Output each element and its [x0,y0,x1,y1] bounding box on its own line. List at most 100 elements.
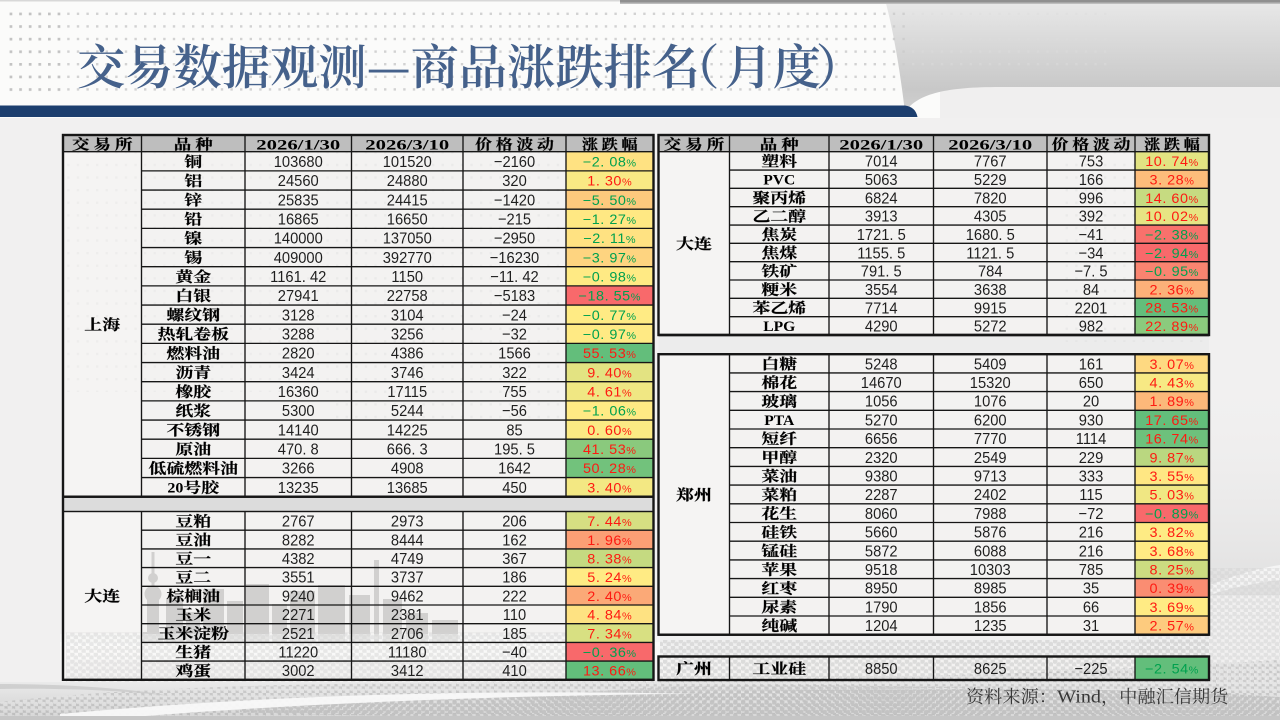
svg-text:9. 40%: 9. 40% [587,365,632,381]
svg-text:11220: 11220 [278,644,318,662]
svg-text:410: 410 [502,663,527,681]
svg-text:3. 68%: 3. 68% [1150,543,1195,559]
svg-text:−2. 54%: −2. 54% [1145,661,1199,677]
svg-text:2767: 2767 [282,513,315,531]
svg-text:470. 8: 470. 8 [278,441,319,459]
svg-text:16865: 16865 [278,211,319,229]
svg-text:1. 89%: 1. 89% [1150,394,1195,410]
svg-text:7988: 7988 [974,505,1007,523]
svg-text:3746: 3746 [391,364,424,382]
svg-text:1150: 1150 [391,269,423,287]
svg-text:2706: 2706 [391,625,424,643]
svg-text:−2. 38%: −2. 38% [1145,227,1199,243]
svg-text:13235: 13235 [278,479,319,497]
svg-text:−11. 42: −11. 42 [490,269,538,287]
svg-text:8625: 8625 [974,660,1007,678]
svg-text:3128: 3128 [282,307,315,325]
svg-text:784: 784 [978,263,1003,281]
svg-text:1. 96%: 1. 96% [587,532,632,548]
svg-text:3266: 3266 [282,460,315,478]
svg-text:1056: 1056 [865,393,898,411]
svg-text:392: 392 [1079,208,1104,226]
svg-text:5244: 5244 [391,403,424,421]
svg-text:9518: 9518 [865,561,898,579]
svg-text:982: 982 [1079,318,1104,336]
svg-text:15320: 15320 [970,374,1011,392]
svg-text:3554: 3554 [865,281,898,299]
svg-text:6824: 6824 [865,190,898,208]
svg-text:2026/3/10: 2026/3/10 [365,137,449,153]
svg-text:22. 89%: 22. 89% [1145,318,1199,334]
svg-text:4. 84%: 4. 84% [587,607,632,623]
svg-text:−1. 27%: −1. 27% [583,211,637,227]
svg-text:7714: 7714 [865,300,898,318]
svg-text:−0. 77%: −0. 77% [583,307,637,323]
svg-text:9380: 9380 [865,468,898,486]
svg-text:5876: 5876 [974,524,1007,542]
svg-text:2. 36%: 2. 36% [1150,282,1195,298]
svg-text:−1. 06%: −1. 06% [583,403,637,419]
svg-text:25835: 25835 [278,192,319,210]
svg-text:50. 28%: 50. 28% [583,461,637,477]
svg-text:3913: 3913 [865,208,898,226]
svg-text:7. 44%: 7. 44% [587,513,632,529]
svg-text:3638: 3638 [974,281,1007,299]
svg-text:2973: 2973 [391,513,424,531]
svg-text:2201: 2201 [1075,300,1108,318]
svg-text:16360: 16360 [278,384,319,402]
svg-text:5229: 5229 [974,171,1007,189]
svg-text:137050: 137050 [383,230,432,248]
svg-text:4. 43%: 4. 43% [1150,375,1195,391]
svg-text:1121. 5: 1121. 5 [966,245,1014,263]
svg-text:16. 74%: 16. 74% [1145,431,1199,447]
svg-text:2320: 2320 [865,449,898,467]
svg-text:8444: 8444 [391,532,424,550]
svg-text:2026/1/30: 2026/1/30 [256,137,340,153]
svg-text:14670: 14670 [861,374,902,392]
svg-text:2. 40%: 2. 40% [587,588,632,604]
svg-text:16650: 16650 [387,211,428,229]
svg-text:450: 450 [502,479,527,497]
svg-text:11180: 11180 [388,644,427,662]
svg-text:14225: 14225 [387,422,428,440]
svg-text:4305: 4305 [974,208,1007,226]
svg-text:1. 30%: 1. 30% [587,173,632,189]
svg-text:2026/3/10: 2026/3/10 [948,137,1032,153]
svg-text:5660: 5660 [865,524,898,542]
svg-text:55. 53%: 55. 53% [583,346,637,362]
svg-text:−1420: −1420 [494,192,535,210]
svg-text:1235: 1235 [974,618,1007,636]
svg-text:6656: 6656 [865,431,898,449]
svg-text:3256: 3256 [391,326,424,344]
svg-text:4. 61%: 4. 61% [587,384,632,400]
svg-text:8850: 8850 [865,660,898,678]
svg-text:103680: 103680 [274,154,323,172]
svg-text:140000: 140000 [274,230,323,248]
svg-text:31: 31 [1083,618,1099,636]
svg-text:LPG: LPG [763,320,795,335]
svg-text:2287: 2287 [865,487,898,505]
svg-text:2549: 2549 [974,449,1007,467]
svg-text:755: 755 [502,384,527,402]
svg-text:−2. 94%: −2. 94% [1145,245,1199,261]
svg-text:35: 35 [1083,580,1099,598]
svg-text:13. 66%: 13. 66% [583,663,637,679]
svg-text:7820: 7820 [974,190,1007,208]
svg-text:6200: 6200 [974,412,1007,430]
svg-text:20: 20 [167,480,183,496]
svg-text:216: 216 [1079,543,1104,561]
svg-text:−5. 50%: −5. 50% [583,192,637,208]
svg-text:9240: 9240 [282,588,315,606]
svg-text:791. 5: 791. 5 [861,263,902,281]
svg-text:6088: 6088 [974,543,1007,561]
svg-text:333: 333 [1079,468,1104,486]
svg-text:7014: 7014 [865,153,898,171]
svg-text:367: 367 [502,550,527,568]
svg-text:8950: 8950 [865,580,898,598]
svg-text:3. 55%: 3. 55% [1150,468,1195,484]
svg-text:24415: 24415 [387,192,428,210]
svg-text:10. 02%: 10. 02% [1145,208,1199,224]
svg-text:930: 930 [1079,412,1104,430]
svg-text:409000: 409000 [274,249,323,267]
svg-text:5872: 5872 [865,543,898,561]
